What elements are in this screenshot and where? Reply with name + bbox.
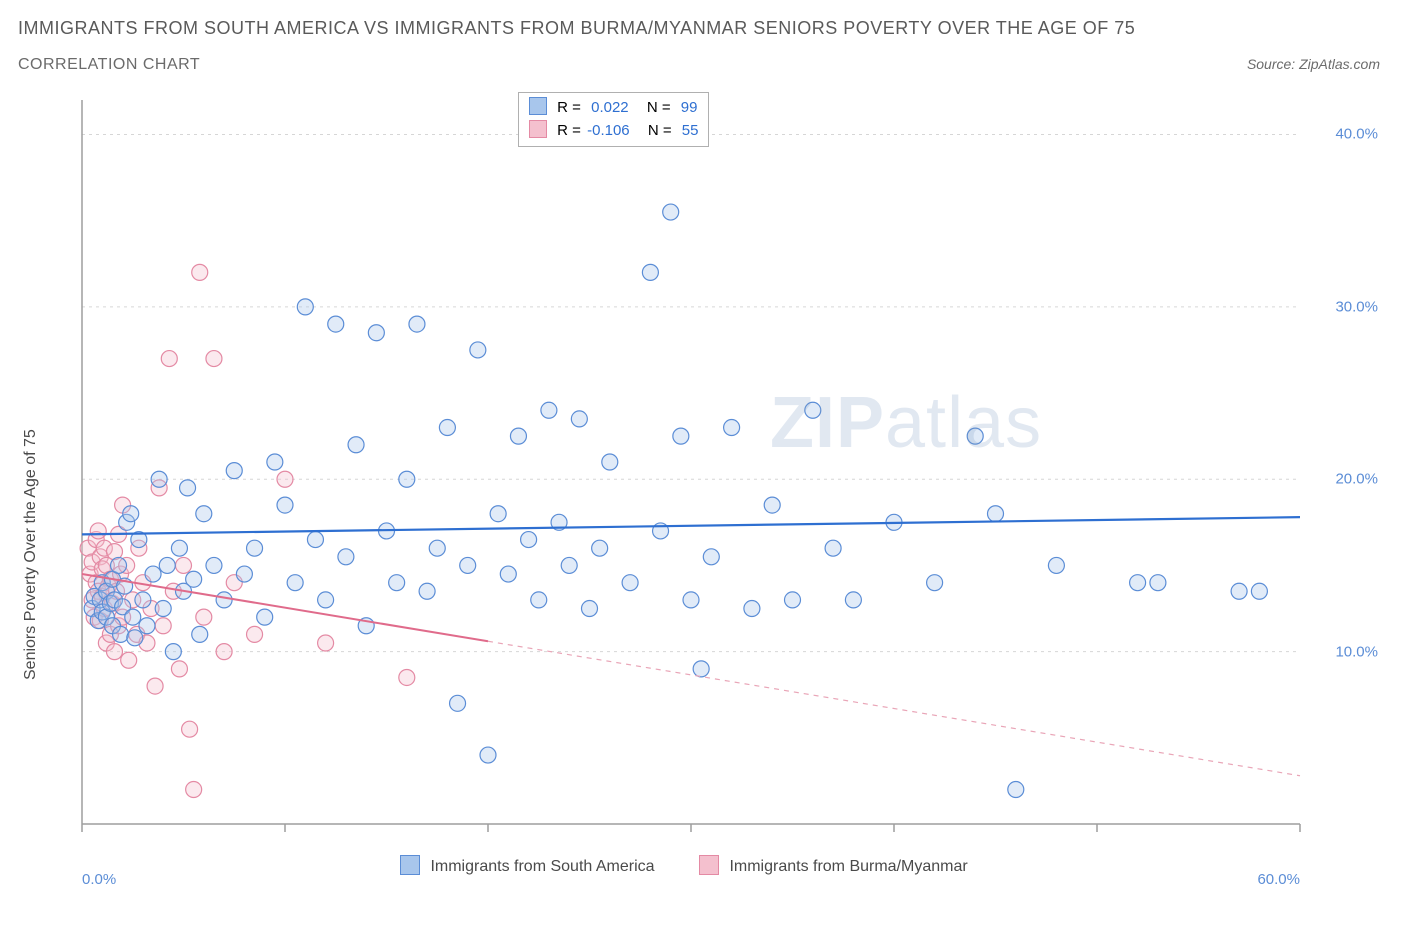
n-label-a: N = (647, 99, 671, 116)
y-tick-label: 10.0% (1335, 643, 1378, 660)
chart-subtitle: CORRELATION CHART (18, 56, 200, 74)
n-value-b: 55 (682, 122, 699, 139)
y-tick-label: 40.0% (1335, 126, 1378, 143)
chart-title: IMMIGRANTS FROM SOUTH AMERICA VS IMMIGRA… (18, 18, 1135, 39)
swatch-series-a (529, 97, 547, 115)
y-tick-label: 20.0% (1335, 471, 1378, 488)
series-legend: Immigrants from South America Immigrants… (400, 855, 968, 876)
legend-row-a: R = 0.022 N = 99 (529, 97, 698, 120)
swatch-series-b-bottom (699, 855, 719, 875)
source-credit: Source: ZipAtlas.com (1247, 56, 1380, 72)
r-label-a: R = (557, 99, 581, 116)
x-tick-label: 60.0% (1257, 871, 1300, 888)
swatch-series-a-bottom (400, 855, 420, 875)
n-label-b: N = (648, 122, 672, 139)
y-tick-label: 30.0% (1335, 298, 1378, 315)
plot-canvas (50, 92, 1386, 882)
r-value-b: -0.106 (587, 122, 630, 139)
scatter-plot: ZIPatlas R = 0.022 N = 99 R = -0.106 N =… (50, 92, 1386, 882)
legend-label-a: Immigrants from South America (430, 858, 654, 875)
legend-label-b: Immigrants from Burma/Myanmar (729, 858, 967, 875)
r-label-b: R = (557, 122, 581, 139)
source-name: ZipAtlas.com (1299, 56, 1380, 72)
source-label: Source: (1247, 56, 1299, 72)
x-tick-label: 0.0% (82, 871, 116, 888)
correlation-legend: R = 0.022 N = 99 R = -0.106 N = 55 (518, 92, 709, 147)
y-axis-label: Seniors Poverty Over the Age of 75 (22, 429, 40, 680)
n-value-a: 99 (681, 99, 698, 116)
r-value-a: 0.022 (591, 99, 629, 116)
legend-row-b: R = -0.106 N = 55 (529, 120, 698, 143)
swatch-series-b (529, 120, 547, 138)
